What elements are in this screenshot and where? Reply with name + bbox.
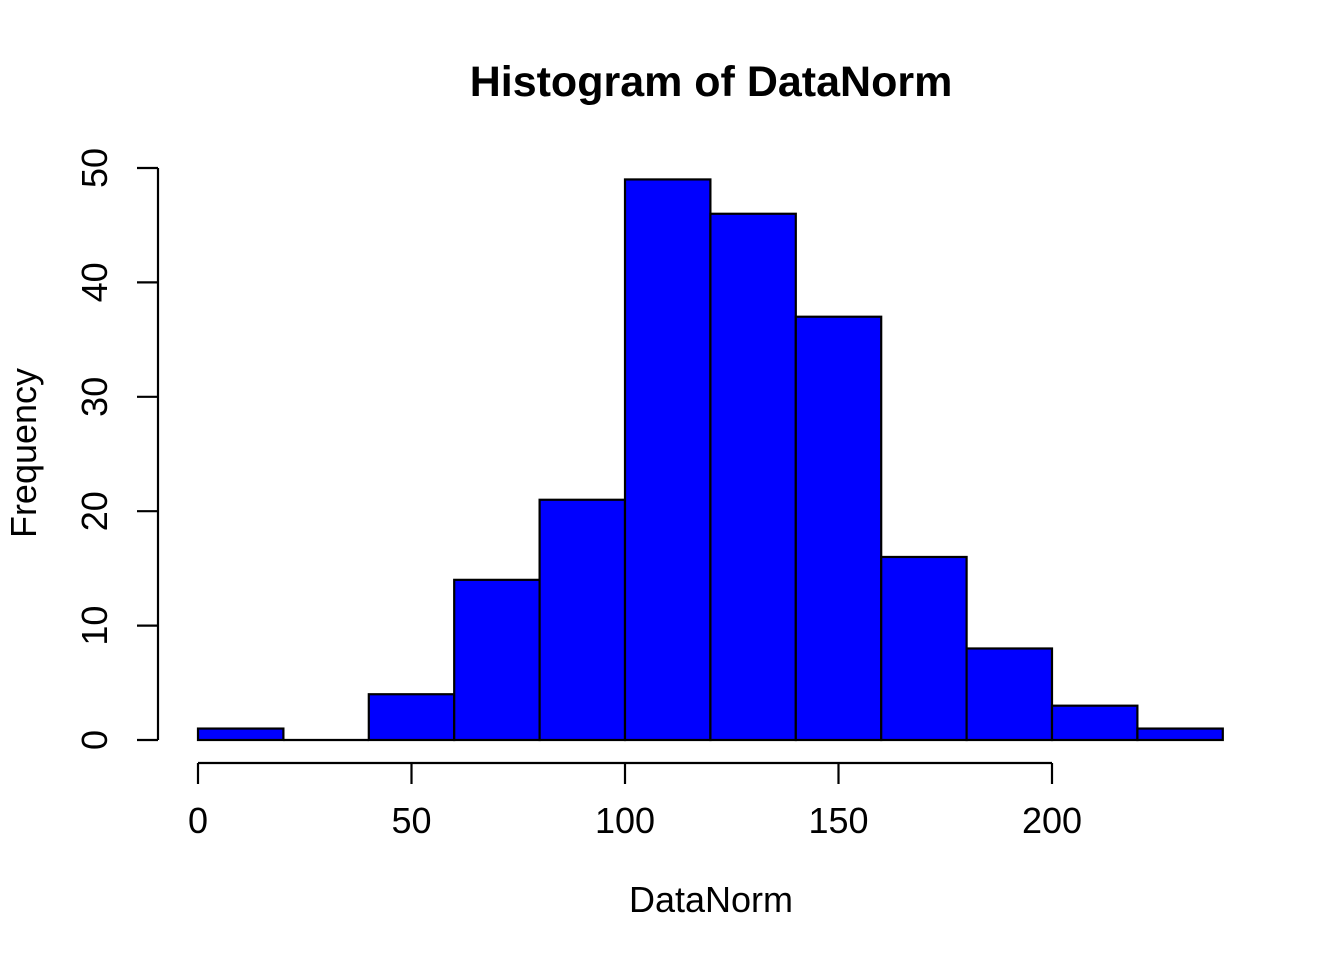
y-tick-label: 30 [74, 377, 115, 417]
y-tick-label: 10 [74, 606, 115, 646]
x-tick-label: 200 [1022, 800, 1082, 841]
y-tick-label: 50 [74, 148, 115, 188]
histogram-bar [196, 727, 285, 742]
y-axis: 0 10 20 30 40 50 [74, 148, 160, 750]
x-tick-label: 0 [188, 800, 208, 841]
histogram-bar [1050, 704, 1139, 742]
chart-title: Histogram of DataNorm [470, 58, 953, 106]
histogram-bar [709, 212, 797, 742]
y-tick-label: 0 [74, 730, 115, 750]
y-tick-label: 40 [74, 262, 115, 302]
y-tick-label: 20 [74, 491, 115, 531]
y-axis-label: Frequency [3, 368, 44, 538]
histogram-bar [794, 315, 883, 742]
x-tick-label: 150 [808, 800, 868, 841]
histogram-bar [367, 693, 456, 742]
histogram-bar [880, 555, 968, 742]
histogram-bars [196, 178, 1224, 742]
x-axis-label: DataNorm [629, 879, 793, 920]
histogram-bar [453, 578, 541, 742]
x-axis: 0 50 100 150 200 [188, 761, 1082, 841]
histogram-bar [538, 498, 627, 742]
histogram-bar [1136, 727, 1224, 742]
x-tick-label: 50 [391, 800, 431, 841]
histogram-bar [623, 178, 712, 742]
histogram-bar [965, 647, 1054, 742]
x-tick-label: 100 [595, 800, 655, 841]
